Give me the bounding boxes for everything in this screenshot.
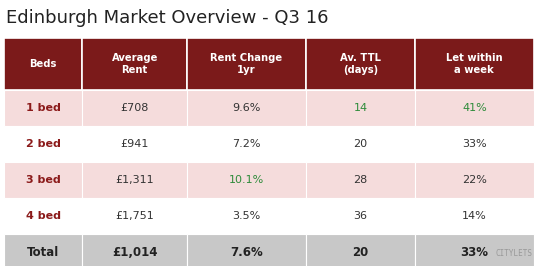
- Bar: [306, 38, 415, 90]
- Text: 3.5%: 3.5%: [232, 211, 260, 221]
- Text: Let within
a week: Let within a week: [446, 53, 502, 75]
- Text: Beds: Beds: [30, 59, 57, 69]
- Bar: [82, 198, 187, 234]
- Text: CITYLETS: CITYLETS: [496, 249, 533, 258]
- Bar: [82, 38, 187, 90]
- Text: 4 bed: 4 bed: [26, 211, 61, 221]
- Bar: [4, 126, 82, 162]
- Text: 20: 20: [352, 246, 369, 259]
- Text: 1 bed: 1 bed: [26, 103, 61, 113]
- Bar: [82, 234, 187, 266]
- Text: £1,014: £1,014: [112, 246, 158, 259]
- Text: 9.6%: 9.6%: [232, 103, 261, 113]
- Text: Rent Change
1yr: Rent Change 1yr: [210, 53, 282, 75]
- Text: 22%: 22%: [462, 175, 487, 185]
- Bar: [187, 126, 306, 162]
- Text: 36: 36: [353, 211, 367, 221]
- Bar: [187, 198, 306, 234]
- Text: 10.1%: 10.1%: [229, 175, 264, 185]
- Text: 28: 28: [353, 175, 367, 185]
- Text: 3 bed: 3 bed: [26, 175, 61, 185]
- Bar: [306, 198, 415, 234]
- Text: 33%: 33%: [462, 139, 487, 149]
- Text: 2 bed: 2 bed: [26, 139, 61, 149]
- Bar: [82, 162, 187, 198]
- Bar: [415, 38, 534, 90]
- Bar: [306, 162, 415, 198]
- Bar: [82, 90, 187, 126]
- Text: £1,311: £1,311: [115, 175, 154, 185]
- Text: Edinburgh Market Overview - Q3 16: Edinburgh Market Overview - Q3 16: [6, 9, 329, 27]
- Text: 7.6%: 7.6%: [230, 246, 263, 259]
- Text: 7.2%: 7.2%: [232, 139, 261, 149]
- Text: 14%: 14%: [462, 211, 487, 221]
- Bar: [4, 234, 82, 266]
- Text: Average
Rent: Average Rent: [111, 53, 158, 75]
- Bar: [187, 162, 306, 198]
- Text: £708: £708: [121, 103, 149, 113]
- Bar: [187, 38, 306, 90]
- Bar: [82, 126, 187, 162]
- Text: £941: £941: [121, 139, 149, 149]
- Bar: [187, 90, 306, 126]
- Bar: [306, 90, 415, 126]
- Text: £1,751: £1,751: [115, 211, 154, 221]
- Bar: [306, 126, 415, 162]
- Bar: [4, 198, 82, 234]
- Bar: [4, 162, 82, 198]
- Text: Av. TTL
(days): Av. TTL (days): [340, 53, 381, 75]
- Bar: [4, 90, 82, 126]
- Text: 41%: 41%: [462, 103, 487, 113]
- Bar: [415, 234, 534, 266]
- Bar: [187, 234, 306, 266]
- Bar: [415, 198, 534, 234]
- Bar: [415, 162, 534, 198]
- Text: Total: Total: [27, 246, 59, 259]
- Bar: [306, 234, 415, 266]
- Bar: [4, 38, 82, 90]
- Text: 14: 14: [353, 103, 367, 113]
- Text: 20: 20: [353, 139, 367, 149]
- Bar: [415, 126, 534, 162]
- Bar: [415, 90, 534, 126]
- Text: 33%: 33%: [461, 246, 489, 259]
